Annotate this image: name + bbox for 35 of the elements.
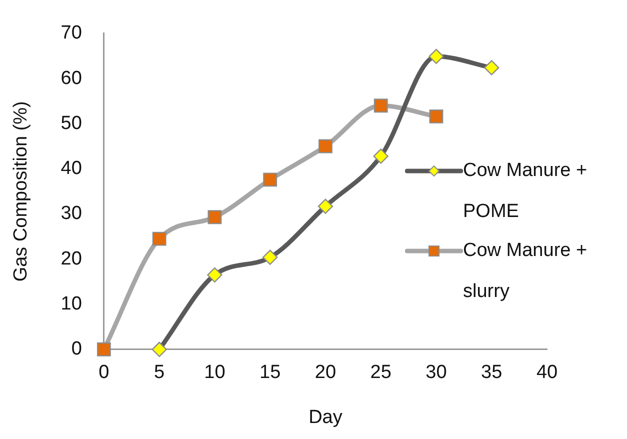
point — [208, 210, 222, 224]
x-tick-label: 40 — [536, 362, 558, 384]
y-axis-title: Gas Composition (%) — [10, 101, 32, 282]
point — [318, 198, 334, 214]
point — [207, 267, 222, 283]
x-axis-title: Day — [308, 406, 343, 428]
y-tick-label: 0 — [71, 338, 82, 360]
y-tick-label: 60 — [60, 68, 82, 89]
x-tick-label: 30 — [426, 362, 447, 384]
legend-label: Cow Manure + POME — [463, 159, 588, 224]
y-tick-label: 50 — [60, 112, 82, 134]
y-tick-label: 30 — [60, 203, 82, 224]
x-tick-label: 0 — [98, 362, 110, 384]
y-tick-label: 20 — [60, 248, 82, 270]
point — [152, 232, 166, 246]
x-tick-label: 35 — [481, 362, 502, 384]
point — [428, 48, 444, 64]
x-tick-label: 15 — [260, 362, 281, 384]
x-tick-label: 5 — [154, 362, 165, 384]
point — [374, 98, 388, 113]
legend-label: Cow Manure + slurry — [463, 239, 588, 304]
point — [429, 110, 444, 124]
point — [318, 139, 332, 154]
y-tick-label: 40 — [60, 158, 82, 180]
point — [262, 250, 278, 265]
point — [96, 342, 111, 356]
y-tick-label: 70 — [60, 22, 82, 44]
x-tick-label: 25 — [370, 362, 392, 384]
x-tick-label: 20 — [314, 362, 336, 384]
point — [373, 148, 388, 164]
y-tick-label: 10 — [60, 293, 82, 314]
point — [263, 172, 278, 187]
point — [484, 60, 500, 76]
x-tick-label: 10 — [204, 362, 226, 384]
point — [152, 342, 167, 357]
